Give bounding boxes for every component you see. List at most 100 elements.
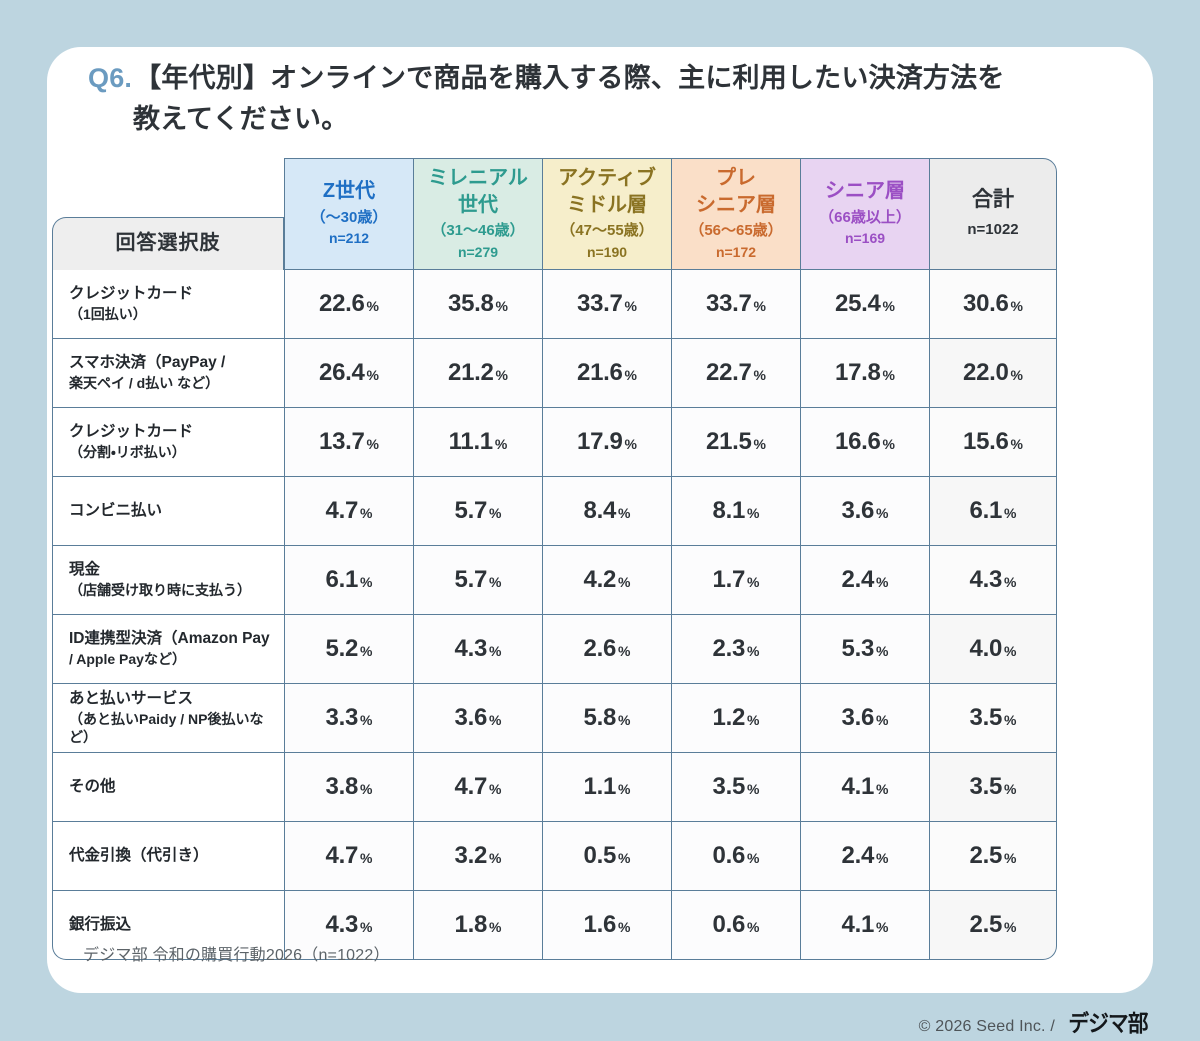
- data-value: 5.3: [841, 635, 875, 662]
- column-header-choices: 回答選択肢: [52, 158, 284, 270]
- row-label: あと払いサービス （あと払いPaidy / NP後払いなど）: [52, 684, 284, 753]
- table-row: コンビニ払い 4.7% 5.7% 8.4% 8.1% 3.6% 6.1%: [52, 477, 1057, 546]
- percent-symbol: %: [747, 712, 760, 728]
- percent-symbol: %: [489, 919, 502, 935]
- percent-symbol: %: [876, 643, 889, 659]
- row-label-main: ID連携型決済（Amazon Pay: [69, 630, 270, 648]
- question-title-line-1: Q6.【年代別】オンラインで商品を購入する際、主に利用したい決済方法を: [88, 58, 1048, 99]
- data-cell: 2.5%: [929, 822, 1057, 891]
- data-value: 6.1: [969, 497, 1003, 524]
- percent-symbol: %: [876, 574, 889, 590]
- percent-symbol: %: [753, 436, 766, 452]
- data-cell: 6.1%: [929, 477, 1057, 546]
- data-value: 4.3: [325, 911, 359, 938]
- column-header-senior-age: （66歳以上）: [819, 208, 911, 226]
- column-header-senior: シニア層 （66歳以上） n=169: [800, 158, 929, 270]
- data-value: 2.6: [583, 635, 617, 662]
- percent-symbol: %: [753, 298, 766, 314]
- data-cell: 17.9%: [542, 408, 671, 477]
- data-value: 3.6: [841, 704, 875, 731]
- percent-symbol: %: [360, 712, 373, 728]
- row-label-main: 現金: [69, 561, 101, 579]
- data-value: 3.6: [454, 704, 488, 731]
- source-note: デジマ部 令和の購買行動2026（n=1022）: [83, 947, 390, 964]
- row-label: 代金引換（代引き）: [52, 822, 284, 891]
- data-cell: 4.3%: [284, 891, 413, 960]
- percent-symbol: %: [1010, 367, 1023, 383]
- data-value: 13.7: [319, 428, 365, 455]
- percent-symbol: %: [882, 298, 895, 314]
- data-cell: 2.6%: [542, 615, 671, 684]
- data-cell: 35.8%: [413, 270, 542, 339]
- data-cell: 3.3%: [284, 684, 413, 753]
- data-value: 4.3: [454, 635, 488, 662]
- data-cell: 0.6%: [671, 822, 800, 891]
- percent-symbol: %: [747, 505, 760, 521]
- data-cell: 1.6%: [542, 891, 671, 960]
- data-value: 2.4: [841, 842, 875, 869]
- data-value: 4.1: [841, 773, 875, 800]
- column-header-total: 合計 n=1022: [929, 158, 1057, 270]
- row-label-main: その他: [69, 777, 116, 795]
- data-cell: 3.6%: [413, 684, 542, 753]
- percent-symbol: %: [747, 781, 760, 797]
- percent-symbol: %: [876, 781, 889, 797]
- data-value: 3.5: [969, 773, 1003, 800]
- percent-symbol: %: [1010, 298, 1023, 314]
- row-label-main: 銀行振込: [69, 915, 132, 933]
- row-label: クレジットカード （分割・リボ払い）: [52, 408, 284, 477]
- data-cell: 0.5%: [542, 822, 671, 891]
- percent-symbol: %: [360, 919, 373, 935]
- percent-symbol: %: [618, 643, 631, 659]
- percent-symbol: %: [876, 505, 889, 521]
- percent-symbol: %: [624, 367, 637, 383]
- percent-symbol: %: [618, 505, 631, 521]
- data-value: 26.4: [319, 359, 365, 386]
- data-cell: 8.4%: [542, 477, 671, 546]
- percent-symbol: %: [366, 367, 379, 383]
- row-label-sub: 楽天ペイ / d払い など）: [69, 375, 220, 391]
- column-header-pre-senior: プレ シニア層 （56〜65歳） n=172: [671, 158, 800, 270]
- column-header-gen-z: Z世代 （〜30歳） n=212: [284, 158, 413, 270]
- table-row: その他 3.8% 4.7% 1.1% 3.5% 4.1% 3.5%: [52, 753, 1057, 822]
- data-value: 2.4: [841, 566, 875, 593]
- row-label: 銀行振込: [52, 891, 284, 960]
- data-cell: 5.7%: [413, 546, 542, 615]
- percent-symbol: %: [489, 505, 502, 521]
- percent-symbol: %: [1004, 919, 1017, 935]
- data-value: 5.2: [325, 635, 359, 662]
- percent-symbol: %: [753, 367, 766, 383]
- percent-symbol: %: [1010, 436, 1023, 452]
- data-cell: 3.2%: [413, 822, 542, 891]
- data-value: 4.7: [325, 842, 359, 869]
- percent-symbol: %: [618, 712, 631, 728]
- percent-symbol: %: [1004, 574, 1017, 590]
- data-cell: 2.4%: [800, 546, 929, 615]
- row-label: クレジットカード （1回払い）: [52, 270, 284, 339]
- column-header-pre-senior-age: （56〜65歳）: [689, 222, 783, 240]
- column-header-total-n: n=1022: [967, 220, 1019, 238]
- row-label-main: クレジットカード: [69, 423, 194, 441]
- data-cell: 1.8%: [413, 891, 542, 960]
- column-header-active-middle: アクティブ ミドル層 （47〜55歳） n=190: [542, 158, 671, 270]
- table-row: クレジットカード （1回払い） 22.6% 35.8% 33.7% 33.7% 25.4% 3…: [52, 270, 1057, 339]
- data-cell: 13.7%: [284, 408, 413, 477]
- data-cell: 22.7%: [671, 339, 800, 408]
- percent-symbol: %: [489, 712, 502, 728]
- data-cell: 8.1%: [671, 477, 800, 546]
- data-value: 1.1: [583, 773, 617, 800]
- percent-symbol: %: [747, 919, 760, 935]
- percent-symbol: %: [1004, 712, 1017, 728]
- data-cell: 4.3%: [413, 615, 542, 684]
- data-value: 0.5: [583, 842, 617, 869]
- data-cell: 3.5%: [671, 753, 800, 822]
- column-header-senior-name-line1: シニア層: [825, 180, 905, 203]
- column-header-choices-label: 回答選択肢: [115, 232, 221, 255]
- percent-symbol: %: [366, 436, 379, 452]
- data-value: 11.1: [448, 428, 493, 455]
- data-cell: 30.6%: [929, 270, 1057, 339]
- data-cell: 0.6%: [671, 891, 800, 960]
- question-title: Q6.【年代別】オンラインで商品を購入する際、主に利用したい決済方法を 教えてく…: [88, 58, 1048, 140]
- column-header-pre-senior-name-line1: プレ: [716, 166, 756, 189]
- column-header-pre-senior-name-line2: シニア層: [696, 193, 776, 216]
